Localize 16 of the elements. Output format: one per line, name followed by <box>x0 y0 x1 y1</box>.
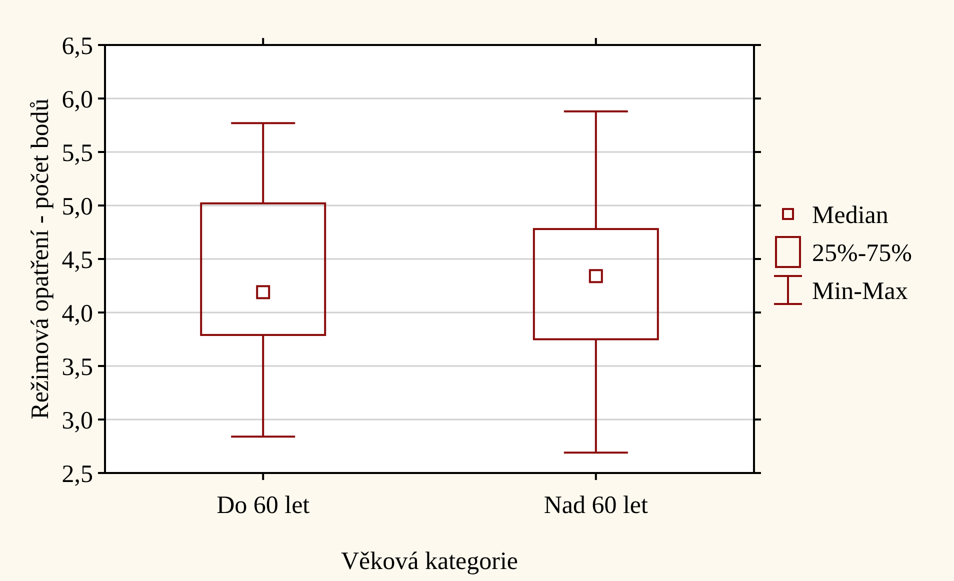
text: Min-Max <box>812 278 908 305</box>
y-tick-label: 3,0 <box>62 407 93 434</box>
x-tick-label: Nad 60 let <box>544 492 648 519</box>
y-tick-label: 4,5 <box>62 246 93 274</box>
y-tick-label: 5,0 <box>62 193 93 220</box>
y-tick-label: 2,5 <box>62 460 93 488</box>
y-axis-title: Režimová opatření - počet bodů <box>27 98 54 420</box>
y-tick-label: 6,5 <box>62 32 93 60</box>
x-axis-title: Věková kategorie <box>340 548 518 575</box>
y-tick-label: 3,5 <box>62 354 93 381</box>
y-tick-label: 6,0 <box>62 86 93 114</box>
text: 25%-75% <box>812 240 912 267</box>
y-tick-label: 5,5 <box>62 140 93 167</box>
y-tick-label: 4,0 <box>62 300 93 328</box>
text: Median <box>812 202 889 229</box>
x-tick-label: Do 60 let <box>216 492 310 519</box>
